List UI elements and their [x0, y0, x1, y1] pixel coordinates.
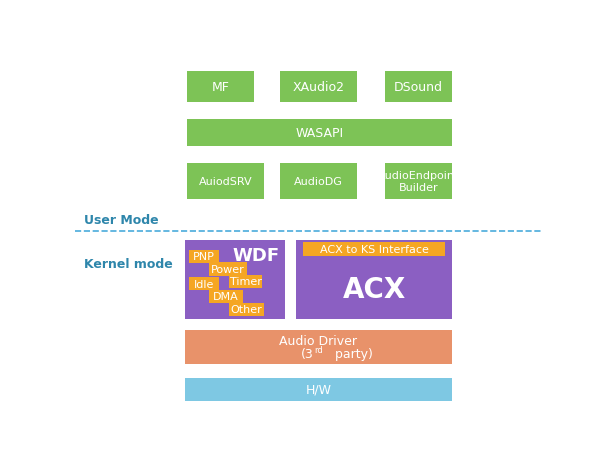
Text: Kernel mode: Kernel mode: [84, 258, 173, 271]
FancyBboxPatch shape: [185, 378, 453, 401]
FancyBboxPatch shape: [187, 163, 264, 200]
FancyBboxPatch shape: [185, 330, 453, 364]
Text: AuiodSRV: AuiodSRV: [198, 177, 252, 187]
Text: WDF: WDF: [233, 247, 280, 265]
Text: DMA: DMA: [213, 292, 239, 302]
Text: ACX to KS Interface: ACX to KS Interface: [320, 245, 429, 255]
Text: AudioEndpoint
Builder: AudioEndpoint Builder: [378, 171, 459, 192]
Text: AudioDG: AudioDG: [294, 177, 343, 187]
FancyBboxPatch shape: [229, 275, 263, 288]
FancyBboxPatch shape: [209, 290, 243, 303]
FancyBboxPatch shape: [280, 163, 357, 200]
FancyBboxPatch shape: [385, 72, 453, 103]
FancyBboxPatch shape: [229, 303, 264, 316]
FancyBboxPatch shape: [209, 263, 246, 276]
FancyBboxPatch shape: [304, 243, 445, 257]
FancyBboxPatch shape: [185, 240, 285, 319]
Text: PNP: PNP: [193, 252, 215, 262]
Text: Power: Power: [211, 264, 245, 274]
Text: ACX: ACX: [343, 275, 406, 303]
FancyBboxPatch shape: [296, 240, 453, 319]
FancyBboxPatch shape: [189, 278, 219, 290]
Text: DSound: DSound: [394, 81, 443, 94]
Text: MF: MF: [212, 81, 230, 94]
Text: (3: (3: [301, 347, 314, 360]
Text: Idle: Idle: [194, 279, 214, 289]
Text: WASAPI: WASAPI: [296, 127, 344, 139]
FancyBboxPatch shape: [385, 163, 453, 200]
Text: Timer: Timer: [230, 277, 261, 287]
Text: User Mode: User Mode: [84, 214, 159, 227]
Text: H/W: H/W: [305, 383, 332, 396]
FancyBboxPatch shape: [187, 72, 254, 103]
Text: XAudio2: XAudio2: [293, 81, 344, 94]
Text: Other: Other: [230, 305, 262, 315]
FancyBboxPatch shape: [280, 72, 357, 103]
FancyBboxPatch shape: [187, 119, 453, 147]
Text: Audio Driver: Audio Driver: [279, 334, 358, 347]
FancyBboxPatch shape: [189, 250, 219, 264]
Text: party): party): [331, 347, 373, 360]
Text: rd: rd: [314, 345, 323, 354]
